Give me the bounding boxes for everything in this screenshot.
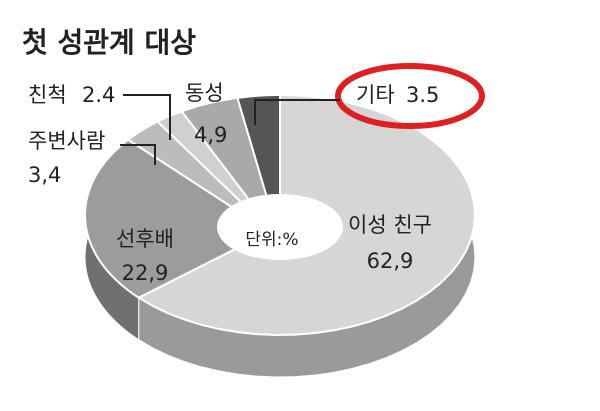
category-label: 동성 xyxy=(185,81,224,105)
leader-line xyxy=(254,99,340,125)
category-label: 기타 xyxy=(356,83,395,107)
category-label: 선후배 xyxy=(116,227,174,251)
value-label: 3.5 xyxy=(406,83,439,107)
category-label: 친척 xyxy=(28,83,67,107)
slice xyxy=(236,93,281,197)
highlight-circle xyxy=(335,63,485,129)
leader-line xyxy=(123,94,171,140)
value-label: 62,9 xyxy=(367,249,414,273)
value-label: 22,9 xyxy=(122,261,169,285)
category-label: 주변사람 xyxy=(28,129,105,153)
value-label: 2.4 xyxy=(82,83,115,107)
chart-title: 첫 성관계 대상 xyxy=(22,26,196,59)
value-label: 3,4 xyxy=(28,163,61,187)
category-label: 이성 친구 xyxy=(348,213,432,237)
leader-line xyxy=(120,144,156,165)
donut-hole xyxy=(222,201,338,257)
donut xyxy=(84,93,476,378)
center-label: 단위:% xyxy=(245,230,298,250)
value-label: 4,9 xyxy=(194,123,227,147)
